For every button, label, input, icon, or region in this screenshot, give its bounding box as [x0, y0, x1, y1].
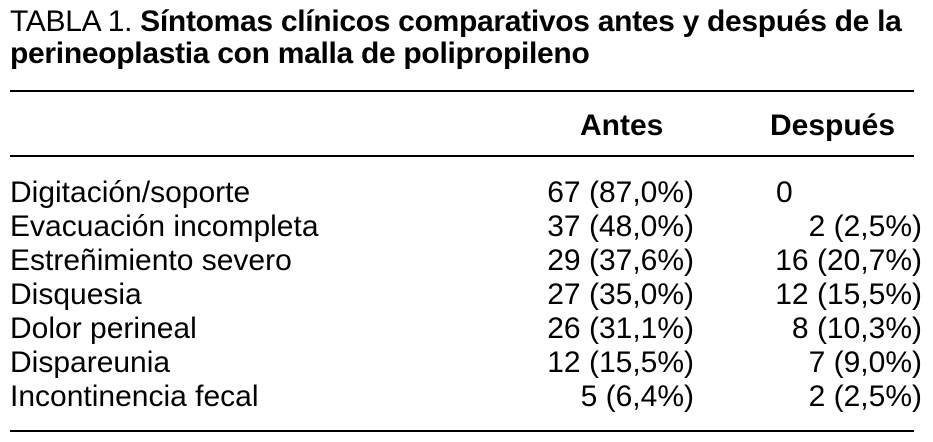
table-title: TABLA 1. Síntomas clínicos comparativos …	[10, 6, 925, 70]
table-number-label: TABLA 1.	[10, 5, 133, 38]
table-caption: Síntomas clínicos comparativos antes y d…	[10, 5, 902, 70]
table-body: Digitación/soporte 67 (87,0%) 0 Evacuaci…	[0, 176, 933, 414]
symptom-name: Estreñimiento severo	[10, 244, 292, 277]
column-header-despues: Después	[770, 109, 896, 142]
symptom-name: Evacuación incompleta	[10, 210, 319, 243]
antes-value: 27 (35,0%)	[547, 278, 694, 311]
despues-value: 2 (2,5%)	[808, 210, 922, 243]
antes-value: 67 (87,0%)	[547, 176, 694, 209]
despues-value: 12 (15,5%)	[775, 278, 922, 311]
bottom-rule	[10, 430, 914, 432]
table-row: Disquesia 27 (35,0%) 12 (15,5%)	[0, 278, 933, 312]
antes-value: 5 (6,4%)	[580, 380, 694, 413]
table-row: Dispareunia 12 (15,5%) 7 (9,0%)	[0, 346, 933, 380]
table-row: Evacuación incompleta 37 (48,0%) 2 (2,5%…	[0, 210, 933, 244]
antes-value: 26 (31,1%)	[547, 312, 694, 345]
despues-value: 16 (20,7%)	[775, 244, 922, 277]
symptom-name: Dispareunia	[10, 346, 171, 379]
table-row: Dolor perineal 26 (31,1%) 8 (10,3%)	[0, 312, 933, 346]
antes-value: 12 (15,5%)	[547, 346, 694, 379]
column-header-antes: Antes	[580, 109, 664, 142]
symptom-name: Dolor perineal	[10, 312, 197, 345]
despues-value: 8 (10,3%)	[791, 312, 922, 345]
despues-value: 7 (9,0%)	[808, 346, 922, 379]
antes-value: 37 (48,0%)	[547, 210, 694, 243]
top-rule	[10, 90, 914, 92]
despues-value: 0	[776, 176, 793, 209]
header-rule	[10, 155, 914, 157]
symptom-name: Incontinencia fecal	[10, 380, 259, 413]
symptom-name: Digitación/soporte	[10, 176, 251, 209]
symptom-name: Disquesia	[10, 278, 142, 311]
despues-value: 2 (2,5%)	[808, 380, 922, 413]
table-row: Digitación/soporte 67 (87,0%) 0	[0, 176, 933, 210]
antes-value: 29 (37,6%)	[547, 244, 694, 277]
table-row: Estreñimiento severo 29 (37,6%) 16 (20,7…	[0, 244, 933, 278]
table-row: Incontinencia fecal 5 (6,4%) 2 (2,5%)	[0, 380, 933, 414]
